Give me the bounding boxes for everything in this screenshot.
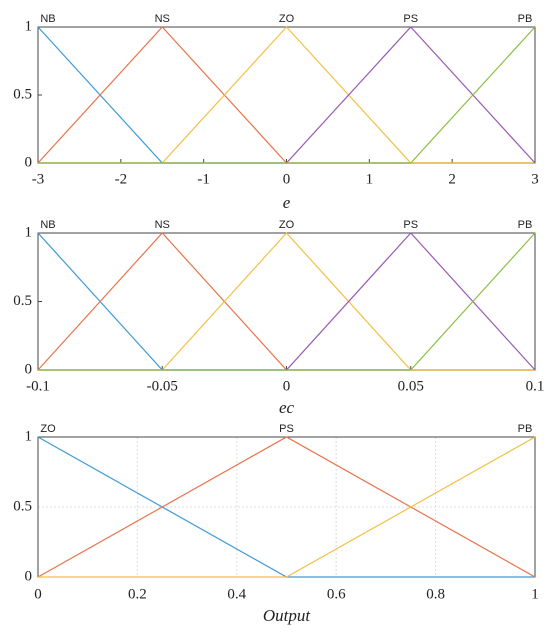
x-tick-label: -0.05 <box>147 378 178 394</box>
y-tick-label: 0.5 <box>13 498 32 514</box>
series-label: ZO <box>279 13 295 25</box>
series-label: NS <box>155 13 170 25</box>
x-tick-label: 3 <box>531 171 539 187</box>
y-tick-label: 0 <box>25 568 33 584</box>
series-line <box>37 26 535 164</box>
series-line <box>38 232 536 371</box>
series-label: PS <box>403 13 418 25</box>
series-line <box>37 232 535 371</box>
series-line <box>37 26 535 164</box>
x-tick-label: 0.8 <box>426 586 445 602</box>
x-tick-label: 0 <box>34 586 42 602</box>
series-label: PS <box>403 219 418 231</box>
series-line <box>38 232 536 371</box>
axes-box <box>37 232 536 371</box>
x-axis-label: Output <box>263 606 312 625</box>
x-tick-label: -1 <box>197 171 210 187</box>
series-line <box>38 26 536 164</box>
series-label: NB <box>40 219 55 231</box>
series-line <box>38 232 535 371</box>
x-tick-label: 0.1 <box>526 378 545 394</box>
series-line <box>37 232 535 371</box>
y-tick-label: 0 <box>25 361 33 377</box>
series-label: PB <box>518 219 533 231</box>
axes-box <box>37 26 536 164</box>
x-tick-label: -0.1 <box>26 378 50 394</box>
y-tick-label: 0.5 <box>13 293 32 309</box>
y-tick-label: 1 <box>25 224 33 240</box>
x-tick-label: -3 <box>32 171 45 187</box>
x-axis-label: ec <box>279 398 295 417</box>
x-tick-label: 0 <box>283 171 291 187</box>
series-label: ZO <box>279 219 295 231</box>
y-tick-label: 0.5 <box>13 86 32 102</box>
series-label: NS <box>155 219 170 231</box>
x-tick-label: 0.4 <box>227 586 246 602</box>
y-tick-label: 1 <box>25 18 33 34</box>
series-label: ZO <box>40 423 56 435</box>
x-tick-label: 1 <box>366 171 374 187</box>
y-tick-label: 1 <box>25 428 33 444</box>
series-line <box>38 436 536 578</box>
series-label: PS <box>279 423 294 435</box>
x-tick-label: 0 <box>283 378 291 394</box>
series-line <box>38 26 536 164</box>
y-tick-label: 0 <box>25 154 33 170</box>
x-tick-label: 0.6 <box>327 586 346 602</box>
series-label: NB <box>40 13 55 25</box>
x-tick-label: 1 <box>531 586 539 602</box>
series-line <box>37 436 536 578</box>
x-tick-label: 2 <box>448 171 456 187</box>
x-tick-label: 0.2 <box>128 586 147 602</box>
series-line <box>38 26 535 164</box>
x-axis-label: e <box>283 193 291 212</box>
series-label: PB <box>518 423 533 435</box>
x-tick-label: -2 <box>115 171 128 187</box>
x-tick-label: 0.05 <box>398 378 424 394</box>
series-label: PB <box>518 13 533 25</box>
